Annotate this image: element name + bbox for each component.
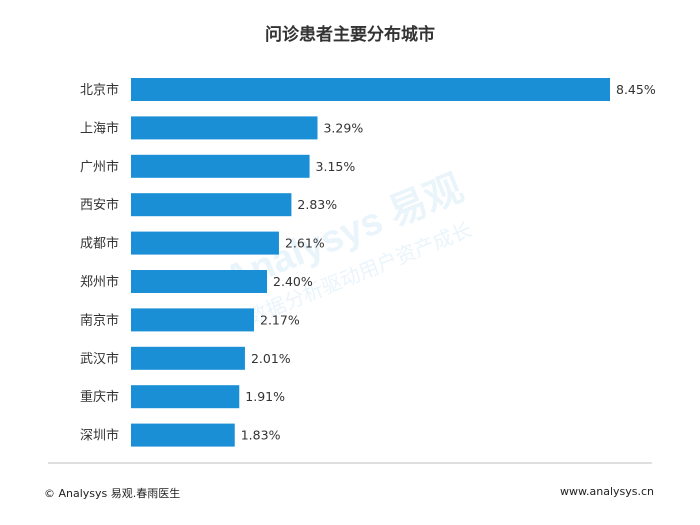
footer-website: www.analysys.cn — [560, 485, 654, 498]
bar — [131, 78, 610, 101]
category-label: 深圳市 — [80, 428, 119, 444]
value-label: 2.40% — [273, 274, 313, 289]
bar — [131, 231, 279, 255]
value-label: 2.01% — [251, 351, 291, 366]
value-label: 2.17% — [260, 312, 300, 327]
value-label: 1.83% — [241, 428, 281, 443]
category-label: 成都市 — [80, 236, 119, 252]
bar — [131, 154, 310, 178]
bar — [131, 423, 235, 447]
value-label: 1.91% — [245, 389, 285, 404]
value-label: 3.15% — [316, 159, 356, 174]
value-label: 2.83% — [297, 197, 337, 212]
category-label: 北京市 — [80, 82, 119, 98]
bar — [131, 346, 245, 370]
bar — [131, 270, 268, 293]
value-label: 8.45% — [616, 82, 656, 97]
bar — [131, 385, 240, 409]
bar — [131, 116, 318, 140]
category-label: 西安市 — [80, 197, 119, 213]
category-label: 武汉市 — [80, 351, 119, 367]
category-label: 郑州市 — [80, 274, 119, 290]
category-label: 上海市 — [80, 120, 119, 136]
bar — [131, 308, 255, 332]
category-label: 南京市 — [80, 312, 119, 328]
value-label: 3.29% — [323, 120, 363, 135]
category-label: 重庆市 — [80, 389, 119, 405]
chart-title: 问诊患者主要分布城市 — [265, 25, 435, 45]
footer-copyright: © Analysys 易观.春雨医生 — [44, 487, 181, 500]
bars-group: 北京市 8.45% 上海市 3.29% 广州市 3.15% 西安市 2.83% 成都市 2.61%… — [80, 78, 656, 447]
value-label: 2.61% — [285, 236, 325, 251]
bar — [131, 193, 292, 217]
category-label: 广州市 — [80, 159, 119, 175]
